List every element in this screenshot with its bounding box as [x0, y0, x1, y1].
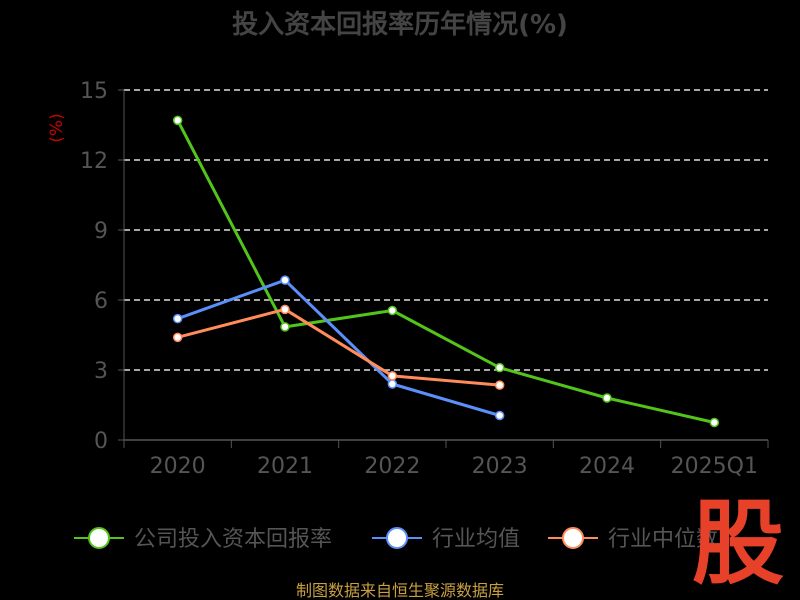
y-axis-label: (%): [47, 113, 67, 142]
legend-marker: [562, 527, 584, 549]
data-point[interactable]: [172, 115, 183, 126]
y-tick-label: 6: [94, 289, 108, 314]
legend-item-公司投入资本回报率[interactable]: 公司投入资本回报率: [74, 527, 332, 552]
data-point[interactable]: [280, 275, 290, 285]
legend-marker: [88, 527, 110, 549]
legend-item-行业中位数[interactable]: 行业中位数: [548, 527, 718, 552]
y-tick-label: 15: [80, 79, 108, 104]
series-line: [176, 119, 715, 424]
legend-marker: [386, 527, 408, 549]
y-tick-label: 9: [94, 219, 108, 244]
data-point[interactable]: [494, 362, 505, 373]
data-point[interactable]: [280, 322, 290, 332]
y-tick-labels: 0 3 6 9 12 15: [80, 79, 108, 454]
data-point[interactable]: [172, 332, 183, 343]
data-point[interactable]: [387, 305, 398, 316]
x-tick-label: 2020: [150, 454, 206, 479]
series-行业中位数: [172, 304, 505, 390]
series-group: [172, 115, 720, 428]
legend[interactable]: 公司投入资本回报率 行业均值 行业中位数: [74, 527, 718, 552]
series-行业均值: [172, 275, 505, 421]
x-tick-label: 2025Q1: [671, 454, 758, 479]
chart-title: 投入资本回报率历年情况(%): [232, 9, 568, 40]
x-tick-labels: 2020 2021 2022 2023 2024 2025Q1: [150, 454, 758, 479]
data-point[interactable]: [387, 371, 398, 381]
series-line: [177, 278, 501, 417]
x-tick-label: 2021: [257, 454, 313, 479]
legend-label: 行业均值: [432, 527, 520, 552]
legend-label: 行业中位数: [608, 527, 718, 552]
data-point[interactable]: [602, 393, 612, 403]
legend-label: 公司投入资本回报率: [134, 527, 332, 552]
series-公司投入资本回报率: [172, 115, 720, 428]
y-tick-label: 12: [80, 149, 108, 174]
y-tick-label: 3: [94, 359, 108, 384]
x-tick-label: 2024: [579, 454, 635, 479]
data-point[interactable]: [494, 410, 505, 421]
data-point[interactable]: [387, 379, 398, 389]
data-point[interactable]: [172, 313, 183, 324]
brand-logo: 股: [692, 490, 784, 597]
data-point[interactable]: [494, 380, 505, 390]
x-tick-label: 2022: [364, 454, 420, 479]
x-tick-label: 2023: [472, 454, 528, 479]
grid-lines: [124, 89, 768, 371]
axes: [118, 89, 769, 448]
footer-source: 制图数据来自恒生聚源数据库: [296, 581, 504, 600]
series-line: [177, 307, 500, 387]
data-point[interactable]: [709, 417, 720, 428]
data-point[interactable]: [280, 304, 290, 315]
legend-item-行业均值[interactable]: 行业均值: [372, 527, 520, 552]
y-tick-label: 0: [94, 429, 108, 454]
